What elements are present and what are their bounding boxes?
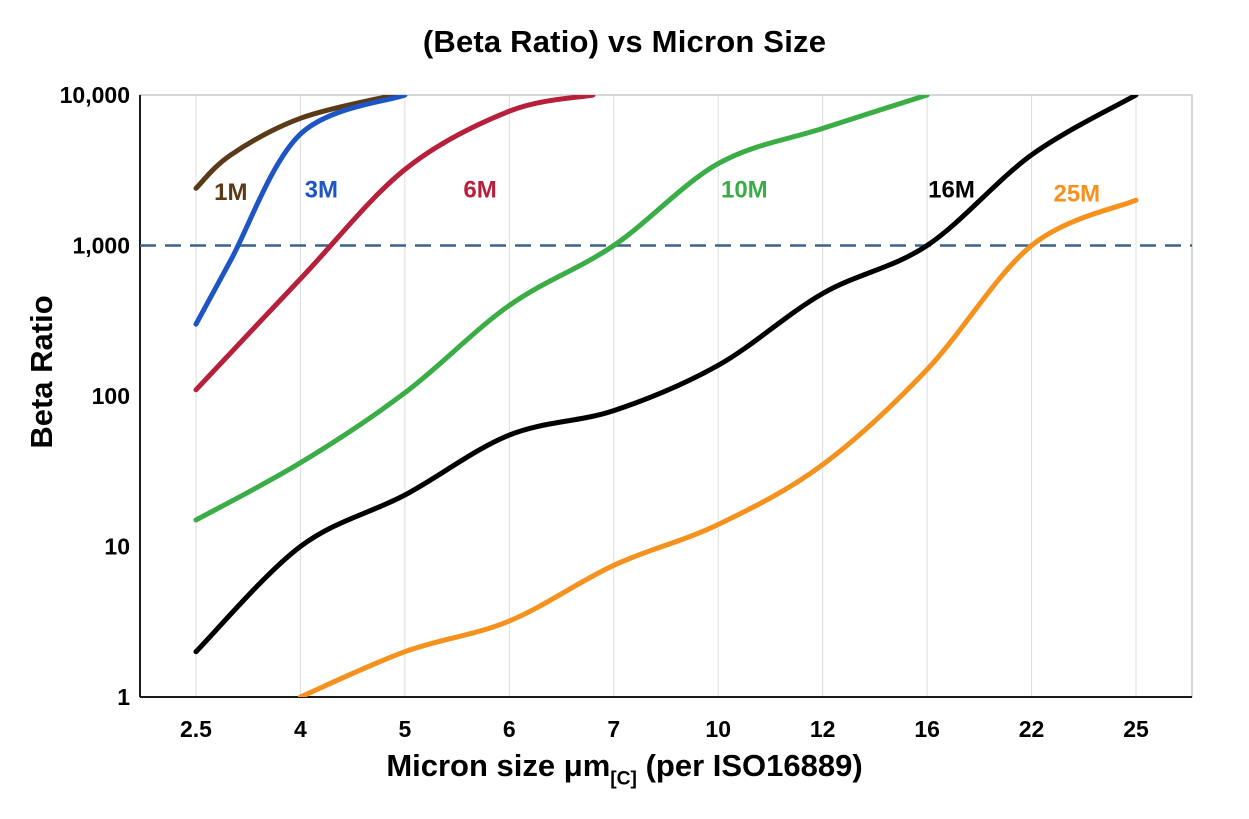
- series-label-6m: 6M: [463, 176, 496, 203]
- x-tick-label: 10: [705, 716, 731, 742]
- x-tick-label: 4: [294, 716, 307, 742]
- x-tick-label: 25: [1123, 716, 1149, 742]
- series-curve-3m: [193, 95, 408, 327]
- series-curve-16m: [193, 95, 1139, 655]
- x-tick-label: 22: [1019, 716, 1045, 742]
- plot-frame: [139, 94, 1193, 698]
- x-axis-title-subscript: [C]: [610, 768, 637, 790]
- x-axis-title: Micron size μm[C] (per ISO16889): [0, 748, 1249, 791]
- x-tick-label: 12: [810, 716, 836, 742]
- x-tick-label: 2.5: [180, 716, 212, 742]
- x-tick-label: 7: [607, 716, 620, 742]
- series-curve-25m: [297, 197, 1139, 697]
- series-label-16m: 16M: [928, 176, 975, 203]
- x-tick-label: 16: [914, 716, 940, 742]
- series-label-3m: 3M: [305, 176, 338, 203]
- y-tick-label: 10,000: [60, 82, 130, 108]
- series-label-25m: 25M: [1053, 180, 1100, 207]
- series-label-10m: 10M: [721, 176, 768, 203]
- series-curve-1m: [193, 95, 397, 191]
- y-tick-label: 1: [117, 684, 130, 710]
- x-tick-label: 6: [503, 716, 516, 742]
- x-tick-label: 5: [398, 716, 411, 742]
- x-axis-title-main: Micron size μm: [386, 748, 611, 783]
- series-group: [193, 95, 1139, 697]
- x-axis-title-suffix: (per ISO16889): [636, 748, 863, 783]
- y-tick-label: 100: [92, 383, 130, 409]
- series-label-1m: 1M: [214, 179, 247, 206]
- y-tick-label: 1,000: [72, 233, 130, 259]
- y-tick-label: 10: [104, 534, 130, 560]
- chart-title: (Beta Ratio) vs Micron Size: [422, 24, 827, 59]
- series-curve-10m: [193, 95, 930, 523]
- series-curve-6m: [193, 95, 596, 393]
